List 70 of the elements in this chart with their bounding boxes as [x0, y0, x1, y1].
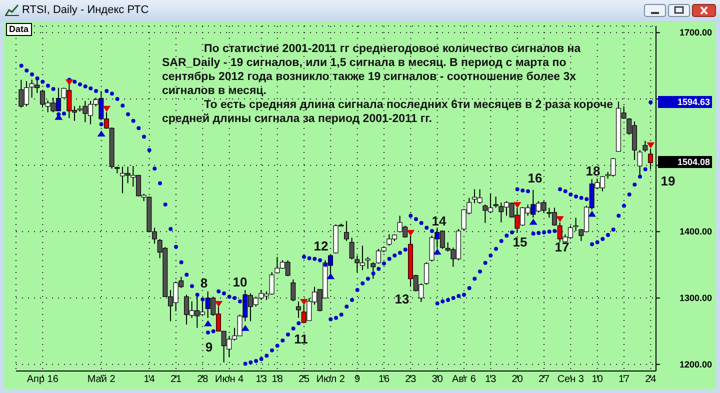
y-tick-label: 1400.00 — [679, 226, 712, 237]
point — [433, 248, 442, 255]
x-tick-label: Июл 2 — [316, 374, 345, 386]
candlestick — [493, 196, 498, 208]
point — [241, 324, 250, 331]
x-tick-label: 20 — [512, 374, 523, 386]
candlestick — [424, 262, 429, 286]
point — [214, 300, 223, 307]
candlestick — [370, 262, 376, 280]
y-tick-label: 1700.00 — [679, 28, 712, 38]
y-tick-label: 1200.00 — [679, 359, 712, 370]
x-tick-label: 23 — [405, 374, 416, 386]
x-tick-label: Сен 3 — [557, 374, 584, 386]
annotation: То есть средняя длина сигнала последних 6ти месяцев в 2 раза короче средней длины сигнала за период 2001-2011 гг. — [162, 98, 614, 126]
x-tick-label: 30 — [432, 374, 443, 386]
text: 1594.63 — [677, 97, 710, 107]
x-tick-label: Май 2 — [87, 374, 116, 386]
x-tick-label: 18 — [272, 374, 283, 386]
x-tick-label: 25 — [298, 374, 310, 386]
x-tick-label: Авг 6 — [452, 374, 476, 386]
x-tick-label: 27 — [538, 374, 550, 386]
x-tick-label: 14 — [144, 374, 155, 386]
x-tick-label: 24 — [645, 374, 656, 386]
chart-title: RTSI, Daily - Индекс РТС — [22, 4, 149, 16]
point — [102, 106, 111, 112]
annotation: 14 — [432, 213, 447, 228]
annotation: 10 — [232, 274, 248, 290]
y-tick-label: 1300.00 — [679, 293, 712, 304]
annotation: 13 — [394, 291, 410, 306]
annotation: 15 — [512, 234, 528, 250]
point — [300, 299, 308, 305]
annotation: 18 — [586, 163, 600, 178]
point — [556, 216, 564, 222]
candlestick — [637, 150, 642, 178]
point — [406, 230, 415, 236]
x-tick-label: 17 — [618, 374, 630, 386]
point — [513, 202, 522, 208]
x-tick-label: Июн 4 — [215, 374, 244, 386]
point — [326, 273, 335, 280]
x-tick-label: 10 — [592, 374, 603, 386]
annotation: 8 — [200, 275, 208, 290]
point — [529, 218, 538, 225]
text: 19 — [660, 173, 676, 188]
candlestick — [365, 256, 370, 270]
point — [588, 210, 596, 217]
x-tick-label: 9 — [354, 374, 360, 386]
candlestick — [349, 237, 354, 260]
x-tick-label: 28 — [197, 374, 208, 386]
point — [65, 79, 74, 86]
candlestick — [296, 300, 301, 318]
text: 1504.08 — [677, 157, 710, 167]
candlestick — [642, 140, 648, 153]
chart-subtitle: Data — [6, 23, 32, 36]
annotation: 9 — [205, 339, 213, 354]
annotation: 16 — [528, 170, 542, 186]
annotation: По статистие 2001-2011 гг среднегодовое количество сигналов на SAR_Daily - 19 сигналов, или 1,5 сигнала в месяц. В период с марта по сентябрь 2012 года возникло также 19 сигналов - соотношение более 3х сигналов в месяц. — [162, 42, 582, 98]
point — [97, 130, 106, 136]
annotation: 12 — [314, 238, 328, 254]
x-tick-label: Апр 16 — [26, 374, 58, 386]
candlestick — [290, 278, 296, 302]
point — [204, 320, 212, 326]
x-tick-label: 13 — [485, 374, 496, 386]
x-tick-label: 21 — [170, 374, 182, 386]
annotation: 11 — [294, 331, 308, 346]
candlestick — [344, 220, 349, 242]
annotation: 17 — [554, 239, 570, 254]
point — [646, 142, 655, 148]
candlestick — [573, 217, 578, 232]
x-tick-label: 16 — [378, 374, 390, 386]
x-tick-label: 13 — [256, 374, 267, 386]
